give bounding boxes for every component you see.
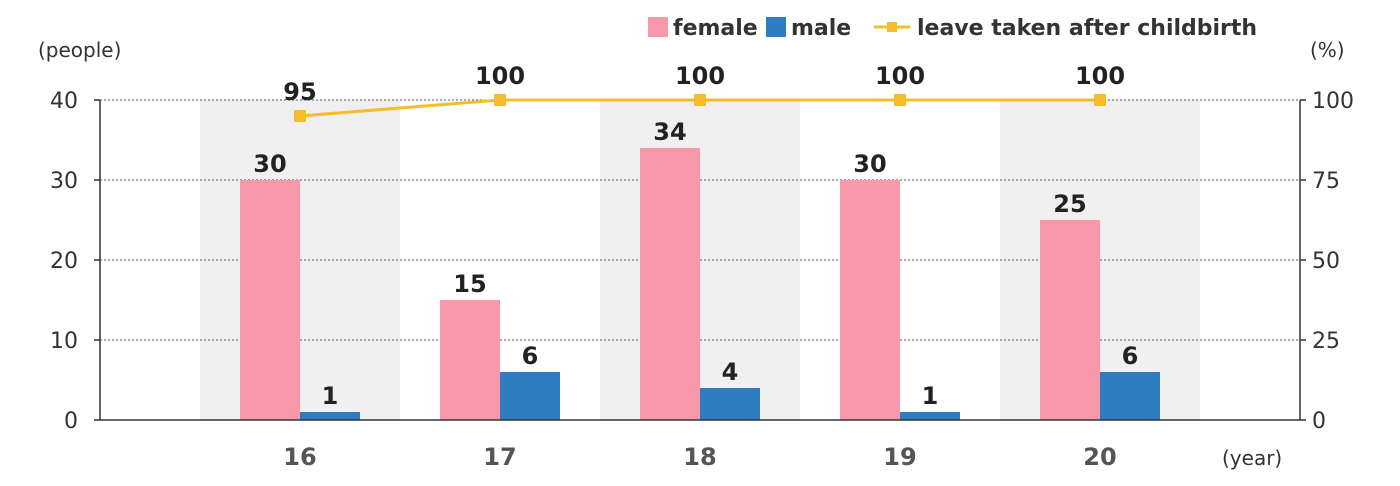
line-point-leave-taken <box>1094 94 1106 106</box>
y-axis-left-tick-label: 40 <box>50 89 78 114</box>
y-axis-left-tick-label: 0 <box>64 409 78 434</box>
data-label-female: 15 <box>453 270 486 298</box>
y-axis-right-tick-label: 50 <box>1312 249 1340 274</box>
data-label-female: 30 <box>253 150 286 178</box>
bar-male <box>500 372 560 420</box>
y-axis-right-tick-label: 75 <box>1312 169 1340 194</box>
legend-swatch-female <box>648 17 668 37</box>
data-label-female: 30 <box>853 150 886 178</box>
line-point-leave-taken <box>294 110 306 122</box>
y-axis-left-unit: (people) <box>38 38 121 62</box>
data-label-male: 6 <box>1122 342 1139 370</box>
bar-female <box>1040 220 1100 420</box>
y-axis-left-tick-label: 20 <box>50 249 78 274</box>
legend-label-leave: leave taken after childbirth <box>917 16 1257 41</box>
y-axis-right-unit: (%) <box>1310 38 1345 62</box>
bar-male <box>700 388 760 420</box>
data-labels: 30 15 34 30 25 1 6 4 1 6 95 100 100 100 100 <box>253 62 1138 410</box>
line-series <box>294 94 1106 122</box>
y-axis-left-tick-label: 10 <box>50 329 78 354</box>
data-label-female: 34 <box>653 118 686 146</box>
bar-male <box>900 412 960 420</box>
x-axis-tick-label: 16 <box>283 443 316 471</box>
x-axis-tick-label: 18 <box>683 443 716 471</box>
data-label-leave-taken: 100 <box>875 62 925 90</box>
legend-swatch-male <box>766 17 786 37</box>
bar-female <box>840 180 900 420</box>
axes <box>94 99 1306 421</box>
line-point-leave-taken <box>694 94 706 106</box>
x-axis-tick-label: 17 <box>483 443 516 471</box>
y-axis-right-tick-label: 25 <box>1312 329 1340 354</box>
y-axis-right-tick-label: 0 <box>1312 409 1326 434</box>
data-label-male: 1 <box>322 382 339 410</box>
data-label-male: 6 <box>522 342 539 370</box>
data-label-male: 1 <box>922 382 939 410</box>
legend: female male leave taken after childbirth <box>648 16 1257 41</box>
bar-female <box>440 300 500 420</box>
bar-female <box>640 148 700 420</box>
x-axis-tick-label: 19 <box>883 443 916 471</box>
bar-male <box>1100 372 1160 420</box>
data-label-female: 25 <box>1053 190 1086 218</box>
legend-label-male: male <box>791 16 851 41</box>
legend-label-female: female <box>673 16 758 41</box>
data-label-leave-taken: 100 <box>475 62 525 90</box>
data-label-leave-taken: 95 <box>283 78 316 106</box>
data-label-leave-taken: 100 <box>675 62 725 90</box>
data-label-male: 4 <box>722 358 739 386</box>
bar-male <box>300 412 360 420</box>
line-point-leave-taken <box>894 94 906 106</box>
line-point-leave-taken <box>494 94 506 106</box>
y-axis-right-tick-label: 100 <box>1312 89 1354 114</box>
legend-swatch-leave-marker <box>887 22 897 32</box>
bar-female <box>240 180 300 420</box>
y-axis-left-tick-label: 30 <box>50 169 78 194</box>
bars <box>240 148 1160 420</box>
data-label-leave-taken: 100 <box>1075 62 1125 90</box>
x-axis-unit: (year) <box>1222 446 1282 470</box>
x-axis-tick-label: 20 <box>1083 443 1116 471</box>
